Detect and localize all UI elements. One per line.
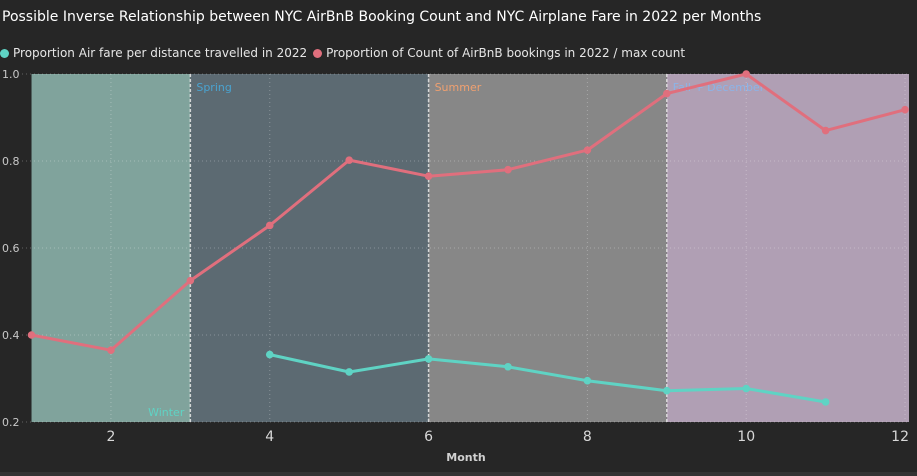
season-boundaries: [189, 74, 668, 422]
data-point: [345, 368, 353, 376]
y-tick-label: 0.8: [2, 155, 20, 168]
bottom-bar: [0, 472, 917, 476]
x-tick-label: 8: [583, 429, 592, 445]
series-airfare: [265, 350, 830, 406]
x-tick-label: 4: [265, 429, 274, 445]
data-point: [742, 384, 751, 393]
data-point: [424, 172, 433, 181]
data-point: [821, 126, 830, 135]
x-tick-label: 12: [891, 429, 909, 445]
region-fall-december: [666, 74, 909, 422]
data-point: [742, 70, 751, 78]
x-tick-label: 6: [424, 429, 433, 445]
data-point: [345, 156, 353, 164]
x-axis-label: Month: [446, 451, 485, 464]
region-winter: [31, 74, 191, 422]
data-point: [583, 146, 592, 154]
x-tick-label: 2: [106, 429, 115, 445]
data-point: [265, 221, 274, 230]
chart-legend: Proportion Air fare per distance travell…: [0, 46, 691, 60]
y-tick-label: 0.4: [2, 329, 20, 342]
data-point: [424, 355, 433, 363]
data-point: [504, 165, 512, 174]
data-point: [821, 398, 830, 406]
data-point: [663, 386, 671, 395]
y-tick-label: 0.2: [2, 416, 20, 429]
axes: 0.2 0.4 0.6 0.8 1.0 2 4 6 8 10 12: [2, 68, 909, 445]
legend-marker-airbnb: [313, 48, 323, 58]
series-line-airbnb: [30, 72, 907, 352]
y-tick-label: 1.0: [2, 68, 20, 81]
region-label: Winter: [148, 406, 185, 419]
season-labels: Winter Spring Summer Fall + December: [148, 81, 765, 419]
x-tick-label: 10: [737, 429, 755, 445]
data-series: [27, 70, 909, 406]
region-summer: [428, 74, 667, 422]
data-point: [27, 331, 36, 339]
y-tick-label: 0.6: [2, 242, 20, 255]
series-airbnb: [27, 70, 909, 355]
region-label: Fall + December: [673, 81, 765, 94]
legend-label-airbnb: Proportion of Count of AirBnB bookings i…: [326, 46, 686, 60]
chart-title: Possible Inverse Relationship between NY…: [2, 9, 762, 25]
region-label: Summer: [435, 81, 482, 94]
legend-marker-airfare: [0, 48, 9, 58]
series-line-airfare: [268, 353, 828, 404]
data-point: [901, 105, 909, 114]
legend-item-airfare[interactable]: Proportion Air fare per distance travell…: [0, 46, 307, 60]
region-label: Spring: [196, 81, 232, 94]
data-point: [504, 362, 512, 371]
data-point: [663, 89, 671, 98]
legend-label-airfare: Proportion Air fare per distance travell…: [13, 46, 308, 60]
data-point: [583, 376, 592, 385]
data-point: [107, 346, 115, 355]
data-point: [265, 350, 274, 359]
legend-item-airbnb[interactable]: Proportion of Count of AirBnB bookings i…: [313, 46, 685, 60]
data-point: [186, 276, 195, 285]
